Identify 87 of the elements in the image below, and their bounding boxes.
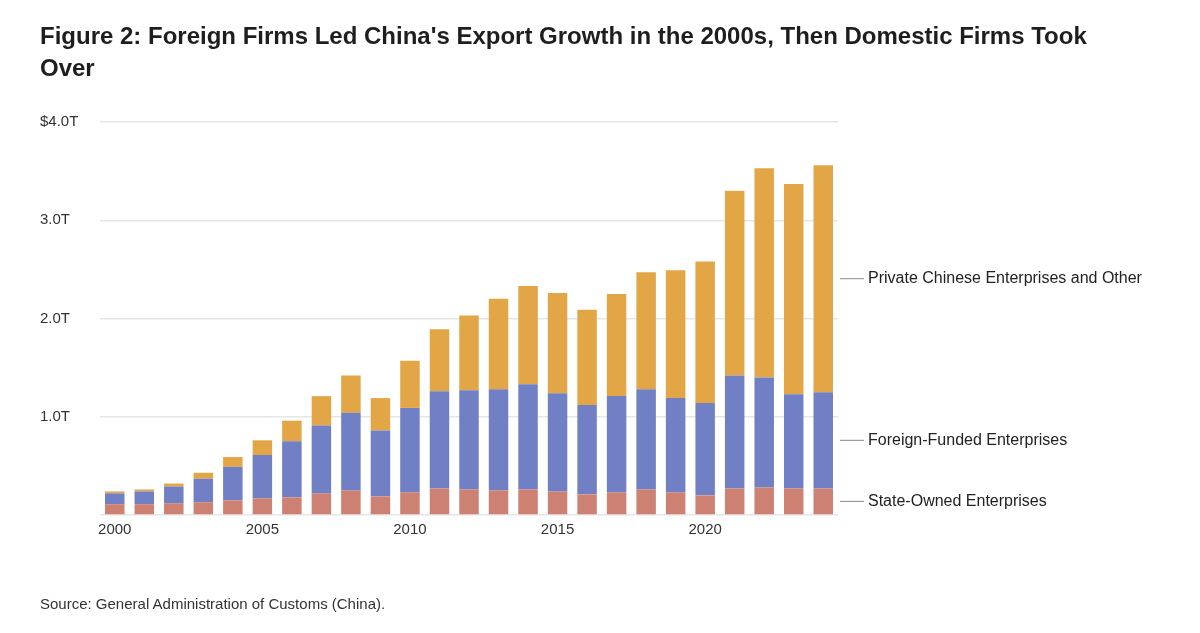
bar: [370, 398, 391, 431]
y-tick-label: $4.0T: [40, 112, 79, 130]
text: Foreign-Funded Enterprises: [868, 430, 1068, 448]
bar: [518, 489, 538, 515]
text: Private Chinese Enterprises and Other: [868, 269, 1143, 287]
bar: [134, 504, 155, 515]
bar: [695, 261, 715, 403]
text: State-Owned Enterprises: [868, 491, 1047, 509]
bar: [488, 389, 509, 491]
bar: [370, 496, 391, 515]
bar: [518, 286, 538, 385]
bar: [547, 393, 568, 492]
source-note: Source: General Administration of Customs (China).: [40, 595, 386, 612]
bar: [754, 168, 774, 378]
bar: [252, 498, 273, 515]
bar: [164, 486, 184, 504]
bar: [282, 497, 302, 515]
bar: [134, 491, 155, 505]
bar: [695, 403, 715, 496]
bar: [282, 420, 302, 442]
bar: [724, 190, 745, 376]
x-tick-label: 2020: [688, 520, 722, 538]
bar: [695, 495, 715, 515]
chart-title: Figure 2: Foreign Firms Led China's Export Growth in the 2000s, Then Domestic Firms Took Over: [40, 21, 1088, 83]
bar: [164, 503, 184, 515]
bar: [341, 490, 361, 515]
bar: [488, 490, 509, 515]
bar: [223, 466, 243, 501]
bar: [665, 270, 686, 399]
bar: [754, 487, 774, 515]
bar: [754, 377, 774, 488]
bar: [341, 412, 361, 491]
bar: [400, 492, 420, 515]
y-tick-label: 3.0T: [40, 210, 71, 228]
bar: [665, 398, 686, 493]
bar: [223, 500, 243, 515]
bar: [429, 488, 450, 515]
bar: [193, 502, 214, 515]
bar: [577, 404, 597, 495]
bar: [813, 488, 833, 515]
bar: [459, 315, 479, 391]
bar: [783, 183, 804, 395]
bar: [400, 407, 420, 493]
x-tick-label: 2000: [98, 520, 132, 538]
bar: [606, 293, 627, 397]
bar: [282, 441, 302, 498]
bar: [518, 384, 538, 490]
bar: [223, 457, 243, 467]
bar: [252, 455, 273, 499]
bar: [370, 430, 391, 497]
bar: [193, 478, 214, 503]
bar: [459, 489, 479, 515]
bar: [813, 165, 833, 393]
bar: [783, 394, 804, 489]
y-tick-label: 1.0T: [40, 406, 71, 424]
bar: [164, 483, 184, 487]
bar: [724, 488, 745, 515]
bar: [636, 389, 656, 490]
bar: [400, 360, 420, 408]
bar: [547, 491, 568, 515]
bar: [547, 292, 568, 394]
bar: [429, 391, 450, 489]
bar: [459, 390, 479, 490]
bar: [252, 440, 273, 456]
bar: [577, 309, 597, 405]
x-tick-label: 2015: [540, 520, 575, 538]
bar: [606, 396, 627, 493]
bar: [488, 298, 509, 390]
bar: [193, 472, 214, 479]
bar: [665, 492, 686, 515]
bar: [636, 489, 656, 515]
bar: [311, 493, 332, 515]
bar: [429, 329, 450, 392]
y-tick-label: 2.0T: [40, 308, 71, 326]
bar: [577, 494, 597, 515]
bar: [105, 493, 125, 505]
bar: [724, 375, 745, 489]
bar: [311, 425, 332, 494]
bar: [311, 396, 332, 426]
x-tick-label: 2005: [245, 520, 280, 538]
bar: [341, 375, 361, 413]
bar: [783, 488, 804, 515]
bar: [813, 392, 833, 489]
x-tick-label: 2010: [393, 520, 427, 538]
bar: [636, 272, 656, 390]
bar: [606, 492, 627, 515]
bar: [105, 504, 125, 515]
